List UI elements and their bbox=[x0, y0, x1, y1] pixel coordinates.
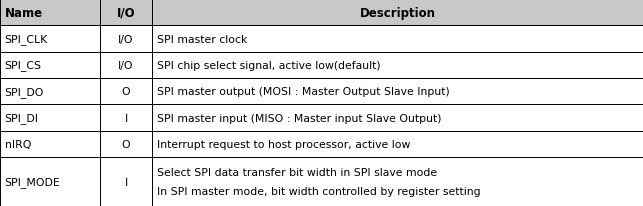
Text: SPI_CS: SPI_CS bbox=[5, 60, 42, 71]
Bar bbox=[0, 157, 100, 206]
Bar bbox=[0, 79, 100, 105]
Bar bbox=[152, 53, 643, 79]
Text: SPI master clock: SPI master clock bbox=[157, 34, 248, 44]
Text: SPI master output (MOSI : Master Output Slave Input): SPI master output (MOSI : Master Output … bbox=[157, 87, 449, 97]
Bar bbox=[100, 131, 152, 157]
Text: I: I bbox=[124, 177, 128, 187]
Text: Name: Name bbox=[5, 7, 42, 20]
Bar bbox=[152, 105, 643, 131]
Bar bbox=[152, 26, 643, 53]
Bar bbox=[0, 105, 100, 131]
Text: O: O bbox=[122, 87, 131, 97]
Text: I: I bbox=[124, 113, 128, 123]
Bar bbox=[152, 131, 643, 157]
Text: Description: Description bbox=[359, 7, 436, 20]
Text: I/O: I/O bbox=[117, 7, 135, 20]
Bar bbox=[100, 79, 152, 105]
Bar bbox=[0, 0, 100, 26]
Text: Interrupt request to host processor, active low: Interrupt request to host processor, act… bbox=[157, 139, 410, 149]
Text: SPI_DI: SPI_DI bbox=[5, 113, 39, 124]
Bar bbox=[100, 0, 152, 26]
Text: O: O bbox=[122, 139, 131, 149]
Bar bbox=[152, 0, 643, 26]
Text: In SPI master mode, bit width controlled by register setting: In SPI master mode, bit width controlled… bbox=[157, 186, 480, 196]
Text: SPI chip select signal, active low(default): SPI chip select signal, active low(defau… bbox=[157, 61, 381, 71]
Text: I/O: I/O bbox=[118, 34, 134, 44]
Bar bbox=[0, 131, 100, 157]
Text: SPI_MODE: SPI_MODE bbox=[5, 176, 60, 187]
Bar bbox=[152, 157, 643, 206]
Bar bbox=[100, 26, 152, 53]
Bar bbox=[100, 105, 152, 131]
Text: SPI_DO: SPI_DO bbox=[5, 87, 44, 97]
Text: nIRQ: nIRQ bbox=[5, 139, 31, 149]
Bar bbox=[0, 53, 100, 79]
Bar bbox=[152, 79, 643, 105]
Text: SPI_CLK: SPI_CLK bbox=[5, 34, 48, 45]
Text: I/O: I/O bbox=[118, 61, 134, 71]
Text: SPI master input (MISO : Master input Slave Output): SPI master input (MISO : Master input Sl… bbox=[157, 113, 441, 123]
Bar bbox=[100, 157, 152, 206]
Bar bbox=[100, 53, 152, 79]
Text: Select SPI data transfer bit width in SPI slave mode: Select SPI data transfer bit width in SP… bbox=[157, 167, 437, 177]
Bar bbox=[0, 26, 100, 53]
